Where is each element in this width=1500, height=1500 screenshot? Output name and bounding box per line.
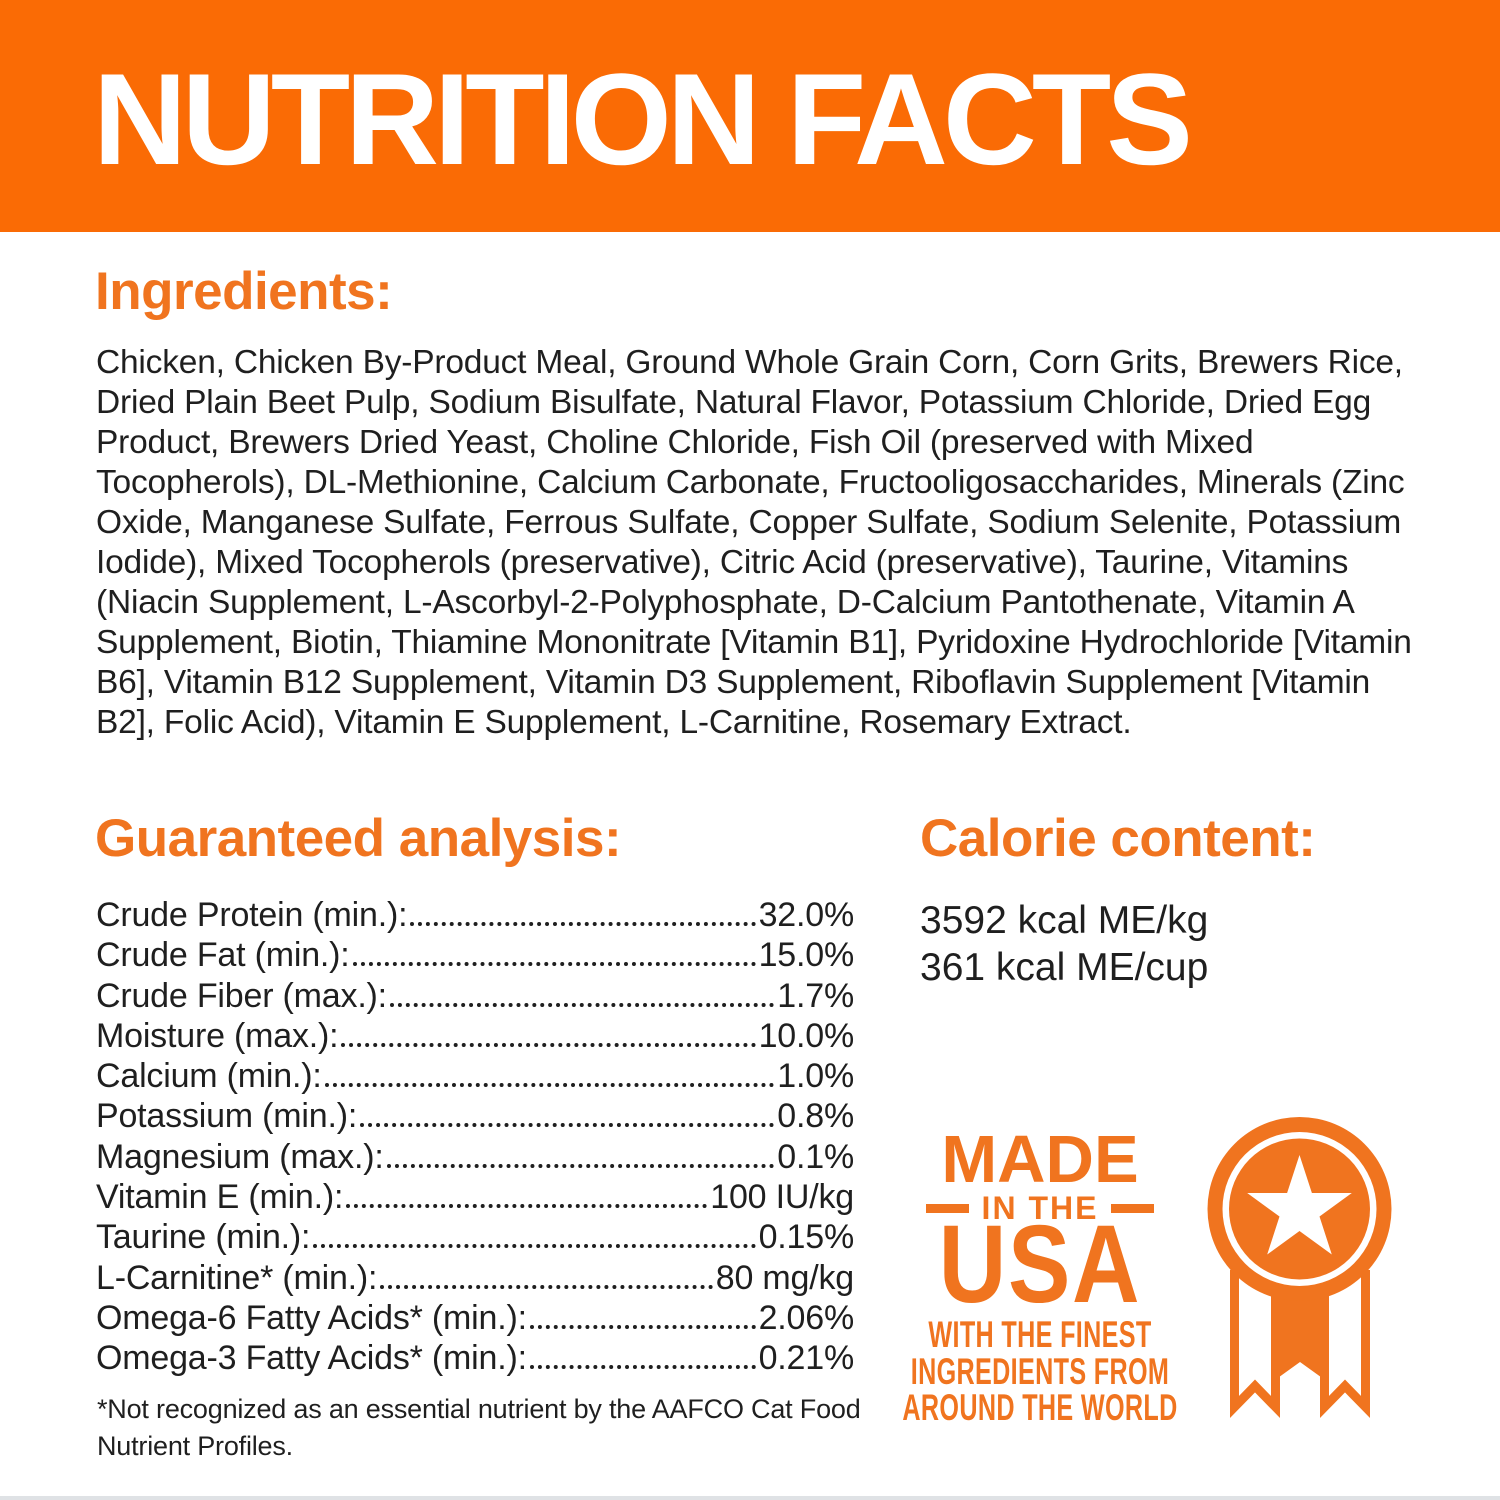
analysis-value: 0.21% (758, 1339, 855, 1378)
badge-subline-3: AROUND THE WORLD (902, 1387, 1178, 1428)
analysis-value: 80 mg/kg (715, 1258, 854, 1297)
calorie-line-cup: 361 kcal ME/cup (920, 946, 1209, 989)
analysis-row: Calcium (min.): 1.0% (96, 1057, 854, 1097)
star-icon (1247, 1155, 1352, 1255)
made-line: MADE (941, 1122, 1139, 1197)
guaranteed-analysis-heading: Guaranteed analysis: (95, 809, 622, 868)
ingredients-heading: Ingredients: (95, 262, 393, 321)
analysis-label: Crude Fiber (max.): (96, 976, 387, 1015)
analysis-row: Omega-3 Fatty Acids* (min.): 0.21% (96, 1339, 854, 1379)
dot-leader (386, 1163, 775, 1168)
analysis-row: Crude Fiber (max.): 1.7% (96, 977, 854, 1017)
analysis-label: Crude Protein (min.): (96, 896, 408, 934)
dot-leader (341, 1042, 756, 1047)
analysis-row: Vitamin E (min.): 100 IU/kg (96, 1178, 854, 1218)
analysis-label: Omega-6 Fatty Acids* (min.): (96, 1298, 527, 1337)
analysis-value: 2.06% (758, 1298, 855, 1337)
guaranteed-analysis-table: Crude Protein (min.): 32.0% Crude Fat (m… (96, 896, 854, 1380)
left-dash-icon (925, 1203, 969, 1214)
analysis-row: Magnesium (max.): 0.1% (96, 1138, 854, 1178)
dot-leader (529, 1324, 756, 1329)
calorie-content-heading: Calorie content: (920, 809, 1316, 868)
dot-leader (360, 1123, 775, 1128)
analysis-value: 0.1% (777, 1137, 854, 1176)
in-the-label: IN THE (981, 1190, 1099, 1226)
dot-leader (346, 1204, 708, 1209)
dot-leader (324, 1083, 775, 1088)
calorie-line-kg: 3592 kcal ME/kg (920, 899, 1209, 942)
dot-leader (529, 1365, 756, 1370)
analysis-label: Potassium (min.): (96, 1097, 358, 1136)
analysis-label: L-Carnitine* (min.): (96, 1258, 378, 1297)
dot-leader (313, 1244, 756, 1249)
page-title: NUTRITION FACTS (93, 46, 1193, 192)
analysis-value: 1.7% (777, 976, 854, 1015)
analysis-value: 15.0% (758, 936, 855, 975)
analysis-label: Moisture (max.): (96, 1016, 339, 1055)
dot-leader (410, 922, 756, 926)
analysis-value: 1.0% (777, 1057, 854, 1096)
in-the-line: IN THE (875, 1190, 1205, 1226)
analysis-row: Crude Protein (min.): 32.0% (96, 896, 854, 936)
badge-subline-1: WITH THE FINEST (928, 1314, 1152, 1355)
dot-leader (380, 1284, 713, 1289)
usa-line: USA (938, 1203, 1142, 1326)
header-banner: NUTRITION FACTS (0, 0, 1500, 232)
image-bottom-edge (0, 1496, 1500, 1500)
analysis-label: Magnesium (max.): (96, 1137, 384, 1176)
analysis-label: Taurine (min.): (96, 1218, 311, 1257)
calorie-content-values: 3592 kcal ME/kg 361 kcal ME/cup (920, 897, 1208, 991)
analysis-row: Omega-6 Fatty Acids* (min.): 2.06% (96, 1299, 854, 1339)
analysis-row: Taurine (min.): 0.15% (96, 1218, 854, 1258)
analysis-value: 10.0% (758, 1016, 855, 1055)
dot-leader (389, 1002, 775, 1007)
badge-subline-2: INGREDIENTS FROM (910, 1350, 1170, 1392)
dot-leader (352, 962, 756, 967)
analysis-row: Crude Fat (min.): 15.0% (96, 936, 854, 976)
analysis-row: Moisture (max.): 10.0% (96, 1017, 854, 1057)
analysis-row: L-Carnitine* (min.): 80 mg/kg (96, 1259, 854, 1299)
ingredients-text: Chicken, Chicken By-Product Meal, Ground… (96, 344, 1412, 741)
analysis-value: 32.0% (758, 896, 855, 934)
analysis-value: 0.8% (777, 1097, 854, 1136)
badge-subtitle: WITH THE FINEST INGREDIENTS FROM AROUND … (870, 1314, 1210, 1428)
analysis-value: 100 IU/kg (710, 1178, 854, 1217)
analysis-label: Calcium (min.): (96, 1057, 322, 1096)
aafco-footnote: *Not recognized as an essential nutrient… (97, 1394, 861, 1461)
analysis-value: 0.15% (758, 1218, 855, 1257)
analysis-label: Crude Fat (min.): (96, 936, 350, 975)
analysis-label: Omega-3 Fatty Acids* (min.): (96, 1339, 527, 1378)
award-ribbon-star-icon (1207, 1117, 1392, 1419)
analysis-row: Potassium (min.): 0.8% (96, 1097, 854, 1137)
right-dash-icon (1111, 1203, 1155, 1214)
analysis-label: Vitamin E (min.): (96, 1178, 344, 1217)
